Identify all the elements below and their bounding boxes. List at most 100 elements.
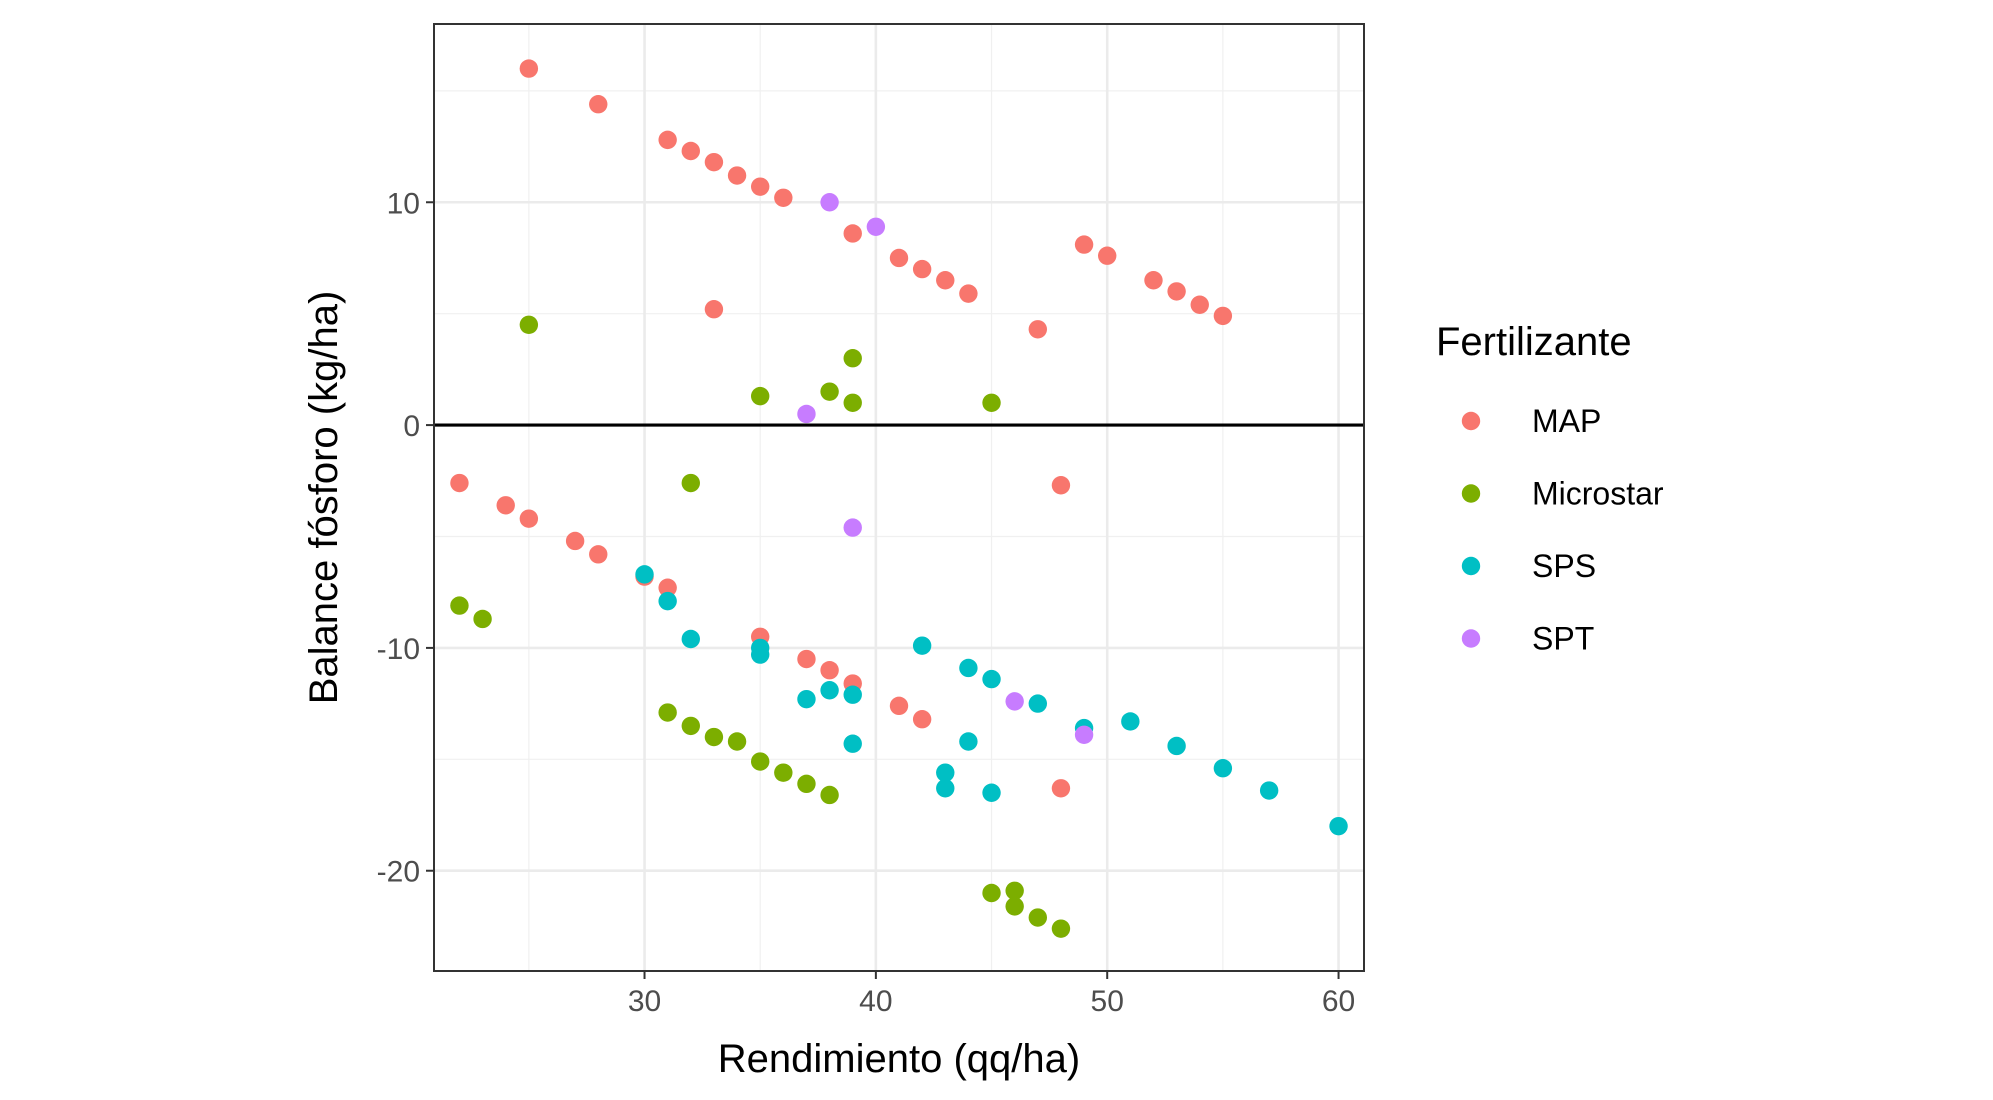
data-point	[1028, 320, 1048, 339]
data-point	[727, 166, 747, 185]
data-point	[889, 696, 909, 716]
data-point	[704, 152, 724, 172]
x-tick-label: 60	[1322, 985, 1355, 1018]
data-point	[959, 732, 978, 751]
data-point	[843, 393, 862, 412]
data-point	[774, 188, 793, 208]
series-microstar	[450, 315, 1071, 938]
data-point	[750, 386, 770, 406]
data-point	[912, 710, 932, 729]
data-point	[889, 248, 909, 268]
data-point	[982, 393, 1001, 412]
data-point	[1144, 271, 1163, 290]
data-point	[866, 217, 886, 236]
x-tick-label: 40	[859, 985, 892, 1018]
y-tick-label: -10	[377, 633, 420, 666]
data-point	[658, 703, 677, 722]
y-tick-label: 0	[403, 410, 420, 443]
data-point	[820, 785, 839, 805]
data-point	[1051, 919, 1071, 938]
series-spt	[797, 193, 1094, 745]
data-point	[820, 681, 839, 700]
data-point	[519, 315, 539, 335]
data-point	[658, 130, 677, 150]
data-point	[681, 141, 700, 161]
data-point	[519, 509, 539, 528]
data-point	[843, 518, 862, 537]
data-points	[450, 59, 1348, 938]
data-point	[635, 565, 654, 584]
y-tick-label: -20	[377, 856, 420, 889]
data-point	[959, 284, 978, 303]
data-point	[1190, 295, 1209, 314]
series-map	[450, 59, 1233, 798]
data-point	[820, 382, 839, 401]
data-point	[750, 177, 770, 196]
data-point	[1167, 736, 1186, 756]
data-point	[450, 596, 469, 615]
data-point	[820, 660, 839, 680]
legend-key-spt	[1461, 629, 1481, 648]
data-point	[1005, 897, 1024, 916]
data-point	[959, 658, 978, 678]
data-point	[1167, 282, 1186, 301]
panel-border	[433, 23, 1365, 972]
data-point	[704, 300, 724, 319]
data-point	[519, 59, 539, 78]
data-point	[750, 752, 770, 771]
data-point	[496, 496, 515, 515]
data-point	[936, 763, 955, 782]
data-point	[912, 636, 932, 655]
data-point	[1213, 306, 1233, 326]
data-point	[843, 349, 862, 368]
data-point	[982, 883, 1001, 903]
data-point	[1028, 908, 1048, 927]
data-point	[681, 629, 700, 649]
legend-key-microstar	[1461, 484, 1481, 503]
data-point	[843, 685, 862, 704]
legend-label-map: MAP	[1532, 403, 1601, 439]
data-point	[727, 732, 747, 751]
data-point	[936, 779, 955, 798]
data-point	[1074, 725, 1094, 745]
data-point	[982, 669, 1001, 689]
x-tick-label: 50	[1091, 985, 1124, 1018]
data-point	[797, 774, 816, 794]
data-point	[1121, 712, 1140, 731]
data-point	[912, 259, 932, 279]
data-point	[820, 193, 839, 212]
grid-major	[434, 24, 1364, 971]
data-point	[473, 609, 492, 629]
x-axis-title: Rendimiento (qq/ha)	[718, 1037, 1080, 1081]
data-point	[1028, 694, 1048, 713]
legend: Fertilizante MAP Microstar SPS SPT	[1436, 320, 1664, 657]
data-point	[1074, 235, 1094, 254]
data-point	[774, 763, 793, 782]
data-point	[843, 734, 862, 753]
data-point	[681, 473, 700, 493]
legend-label-sps: SPS	[1532, 548, 1596, 584]
y-axis: -20 -10 0 10	[377, 187, 434, 889]
y-tick-label: 10	[387, 187, 420, 220]
data-point	[450, 473, 469, 493]
legend-label-microstar: Microstar	[1532, 476, 1664, 512]
data-point	[589, 545, 608, 564]
x-tick-label: 30	[628, 985, 661, 1018]
data-point	[1051, 779, 1071, 798]
data-point	[936, 271, 955, 290]
data-point	[1098, 246, 1117, 265]
data-point	[1005, 692, 1024, 711]
data-point	[681, 716, 700, 736]
x-axis: 30 40 50 60	[628, 971, 1355, 1018]
data-point	[797, 649, 816, 669]
data-point	[1051, 476, 1071, 495]
legend-label-spt: SPT	[1532, 621, 1594, 657]
data-point	[589, 95, 608, 114]
data-point	[843, 224, 862, 243]
legend-key-map	[1461, 411, 1481, 431]
y-axis-title: Balance fósforo (kg/ha)	[302, 291, 346, 705]
data-point	[1329, 816, 1348, 836]
legend-key-sps	[1461, 556, 1481, 576]
